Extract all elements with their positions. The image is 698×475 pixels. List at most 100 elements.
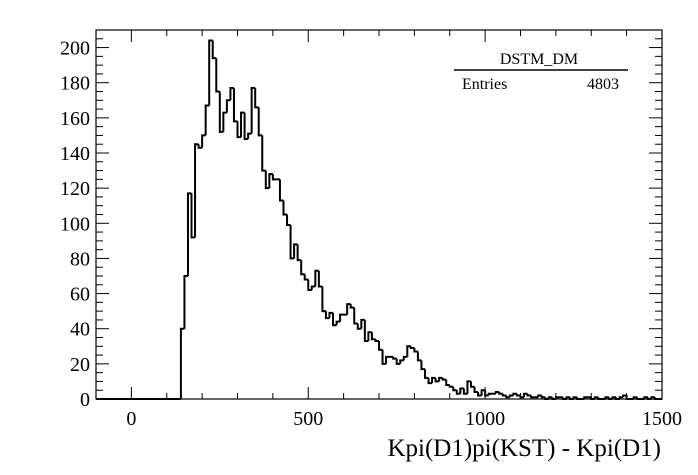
stats-entries-value: 4803 [587, 76, 619, 93]
histogram-bin [229, 86, 234, 101]
histogram-bin [445, 379, 450, 386]
histogram-bin [523, 392, 528, 398]
histogram-bin [293, 243, 298, 259]
histogram-bin [526, 393, 532, 397]
histogram-bin [268, 173, 273, 189]
histogram-bin [498, 391, 503, 395]
histogram-bin [204, 104, 210, 136]
histogram-bin [416, 351, 422, 362]
histogram-bin [370, 332, 376, 341]
x-axis-title: Kpi(D1)pi(KST) - Kpi(D1) [387, 435, 661, 462]
histogram-bin [211, 40, 217, 60]
histogram-bin [420, 360, 425, 371]
histogram-bin [353, 307, 358, 325]
y-tick-label: 20 [70, 354, 90, 376]
y-tick-label: 100 [60, 213, 90, 235]
histogram-bin [438, 376, 443, 382]
histogram-bin [540, 395, 546, 399]
histogram-bin [378, 341, 383, 351]
x-tick-label: 1500 [642, 408, 682, 430]
histogram-bin [197, 144, 203, 149]
histogram-bin [356, 323, 362, 330]
histogram-bin [484, 390, 489, 397]
histogram-bin [243, 112, 249, 140]
histogram-bin [505, 395, 510, 399]
histogram-bin [215, 58, 220, 93]
histogram-bin [225, 99, 231, 113]
histogram-bin [282, 200, 288, 216]
histogram-bin [367, 331, 372, 342]
histogram-bin [317, 270, 323, 288]
histogram-bin [300, 260, 305, 276]
histogram-bin [349, 304, 355, 309]
histogram-bin [494, 390, 500, 394]
histogram-bin [519, 395, 525, 399]
histogram-bin [310, 285, 316, 291]
histogram-bin [501, 393, 507, 397]
histogram-bin [515, 393, 521, 397]
y-tick-label: 80 [70, 248, 90, 270]
tick-labels: 0 500 1000 1500 0 20 40 60 80 100 120 140 160 180 200 [60, 38, 682, 430]
histogram-bars [96, 39, 662, 400]
stats-box: DSTM_DM Entries 4803 [454, 51, 628, 93]
histogram-bin [459, 387, 464, 394]
histogram-bin [232, 87, 238, 123]
histogram-bin [406, 345, 411, 357]
histogram-bin [247, 132, 252, 139]
histogram-bin [179, 327, 185, 399]
y-tick-label: 180 [60, 73, 90, 95]
histogram-bin [328, 311, 334, 319]
histogram-bin [473, 386, 479, 393]
stats-entries-label: Entries [462, 76, 507, 93]
histogram-bin [218, 91, 224, 133]
histogram-bin [335, 320, 341, 326]
histogram-bin [286, 214, 291, 227]
histogram-bin [186, 192, 192, 276]
y-tick-label: 120 [60, 178, 90, 200]
histogram-bin [477, 391, 482, 397]
histogram-bin [392, 356, 397, 360]
x-tick-label: 0 [126, 408, 136, 430]
histogram-bin [487, 392, 493, 396]
histogram-bin [385, 355, 390, 364]
histogram-bin [346, 303, 351, 315]
histogram-bin [434, 377, 440, 383]
histogram-bin [236, 121, 242, 139]
histogram-bin [222, 111, 227, 132]
histogram-bin [190, 193, 196, 239]
histogram-bin [324, 311, 330, 320]
x-tick-label: 1000 [465, 408, 505, 430]
histogram-bin [431, 376, 436, 384]
histogram-bin [332, 312, 337, 327]
histogram-bin [452, 386, 457, 392]
x-tick-label: 500 [293, 408, 323, 430]
histogram-bin [261, 135, 266, 172]
y-tick-label: 60 [70, 284, 90, 306]
histogram-bin [512, 392, 517, 396]
y-tick-label: 140 [60, 143, 90, 165]
histogram-bin [321, 286, 326, 313]
y-tick-label: 40 [70, 319, 90, 341]
histogram-bin [441, 377, 447, 381]
histogram-bin [427, 377, 433, 385]
histogram-bin [360, 318, 365, 329]
histogram-bin [374, 339, 379, 343]
histogram-bin [363, 319, 369, 343]
histogram-bin [469, 381, 475, 388]
histogram-bin [314, 269, 319, 287]
histogram-bin [250, 86, 256, 134]
histogram-bin [296, 244, 302, 262]
histogram-bin [194, 143, 199, 238]
histogram-bin [271, 174, 277, 181]
histogram-bin [622, 394, 627, 398]
histogram-bin [413, 348, 418, 353]
histogram-bin [201, 134, 206, 148]
histogram-bin [508, 394, 514, 398]
histogram-bin [257, 107, 263, 137]
histogram-bin [423, 369, 429, 379]
plot-frame [95, 29, 663, 400]
histogram-bin [339, 313, 344, 322]
histogram-bin [303, 274, 309, 281]
